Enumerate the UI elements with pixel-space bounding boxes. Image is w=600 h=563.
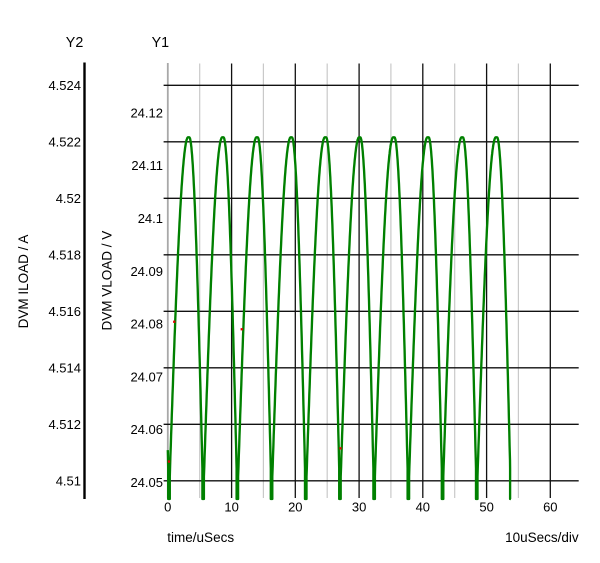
- svg-text:24.07: 24.07: [130, 369, 163, 384]
- svg-text:24.09: 24.09: [130, 264, 163, 279]
- svg-text:DVM VLOAD / V: DVM VLOAD / V: [100, 231, 115, 331]
- svg-text:50: 50: [479, 500, 493, 515]
- svg-text:24.12: 24.12: [130, 105, 163, 120]
- svg-text:30: 30: [352, 500, 366, 515]
- svg-text:24.1: 24.1: [138, 211, 163, 226]
- svg-text:24.11: 24.11: [131, 158, 163, 173]
- svg-text:40: 40: [416, 500, 430, 515]
- svg-text:24.08: 24.08: [130, 317, 163, 332]
- svg-text:4.518: 4.518: [48, 247, 81, 262]
- svg-text:4.516: 4.516: [48, 304, 81, 319]
- svg-text:4.51: 4.51: [56, 473, 81, 488]
- svg-text:4.52: 4.52: [56, 191, 81, 206]
- svg-text:10: 10: [224, 500, 238, 515]
- svg-text:0: 0: [164, 500, 171, 515]
- svg-text:4.512: 4.512: [48, 417, 81, 432]
- svg-text:4.514: 4.514: [48, 360, 81, 375]
- svg-text:10uSecs/div: 10uSecs/div: [505, 530, 579, 545]
- svg-text:4.522: 4.522: [48, 134, 81, 149]
- svg-text:time/uSecs: time/uSecs: [167, 530, 234, 545]
- svg-text:24.05: 24.05: [130, 475, 163, 490]
- svg-text:60: 60: [543, 500, 557, 515]
- svg-text:4.524: 4.524: [48, 78, 81, 93]
- svg-text:Y1: Y1: [152, 35, 170, 51]
- svg-text:20: 20: [288, 500, 302, 515]
- svg-text:Y2: Y2: [66, 35, 84, 51]
- svg-text:24.06: 24.06: [130, 422, 163, 437]
- svg-text:DVM ILOAD / A: DVM ILOAD / A: [16, 235, 31, 329]
